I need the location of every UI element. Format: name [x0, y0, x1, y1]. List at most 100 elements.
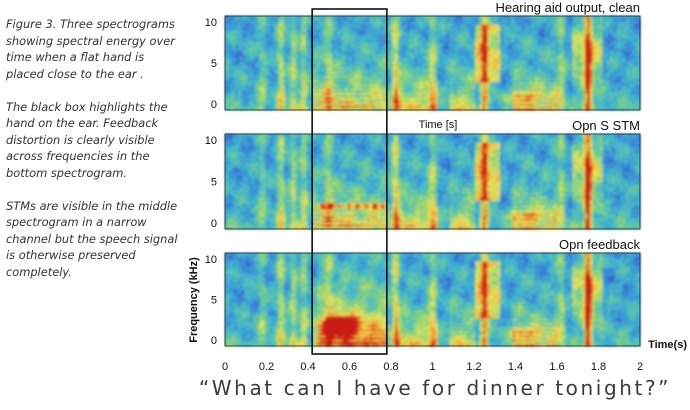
spectrogram-cell	[295, 24, 299, 28]
spectrogram-cell	[275, 80, 279, 83]
spectrogram-cell	[242, 71, 246, 75]
spectrogram-cell	[260, 77, 264, 81]
spectrogram-cell	[297, 67, 301, 71]
spectrogram-cell	[297, 84, 301, 88]
spectrogram-cell	[262, 58, 266, 62]
spectrogram-cell	[300, 35, 304, 38]
spectrogram-cell	[290, 60, 294, 64]
spectrogram-cell	[272, 22, 276, 26]
spectrogram-cell	[277, 80, 281, 83]
spectrogram-cell	[287, 80, 291, 83]
spectrogram-cell	[225, 101, 229, 105]
spectrogram-cell	[297, 28, 301, 32]
spectrogram-cell	[250, 63, 254, 66]
spectrogram-cell	[297, 33, 301, 36]
spectrogram-cell	[262, 39, 266, 43]
spectrogram-cell	[250, 56, 254, 60]
spectrogram-cell	[297, 50, 301, 53]
spectrogram-cell	[257, 60, 261, 64]
spectrogram-cell	[242, 103, 246, 107]
spectrogram-cell	[287, 73, 291, 77]
spectrogram-cell	[225, 75, 229, 79]
spectrogram-cell	[267, 48, 271, 51]
figure-caption: Figure 3. Three spectrograms showing spe…	[6, 16, 184, 297]
spectrogram-cell	[265, 99, 269, 103]
spectrogram-cell	[297, 39, 301, 43]
spectrogram-cell	[232, 26, 236, 30]
spectrogram-cell	[250, 37, 254, 41]
spectrogram-cell	[272, 50, 276, 53]
spectrogram-cell	[255, 35, 259, 38]
spectrogram-cell	[275, 37, 279, 41]
spectrogram-cell	[235, 71, 239, 75]
spectrogram-cell	[227, 80, 231, 83]
spectrogram-cell	[245, 24, 249, 28]
spectrogram-cell	[285, 45, 289, 49]
spectrogram-cell	[272, 73, 276, 77]
spectrogram-cell	[235, 37, 239, 41]
spectrogram-cell	[265, 92, 269, 96]
spectrogram-cell	[252, 80, 256, 83]
spectrogram-cell	[280, 60, 284, 64]
spectrogram-cell	[225, 39, 229, 43]
spectrogram-cell	[280, 35, 284, 38]
spectrogram-cell	[285, 50, 289, 53]
spectrogram-cell	[230, 107, 234, 111]
spectrogram-cell	[257, 82, 261, 85]
spectrogram-cell	[230, 63, 234, 66]
spectrogram-cell	[255, 43, 259, 47]
spectrogram-cell	[272, 99, 276, 103]
spectrogram-cell	[230, 58, 234, 62]
spectrogram-cell	[225, 41, 229, 45]
spectrogram-cell	[272, 88, 276, 92]
spectrogram-cell	[235, 43, 239, 47]
spectrogram-cell	[242, 99, 246, 103]
spectrogram-cell	[227, 73, 231, 77]
spectrogram-cell	[240, 24, 244, 28]
spectrogram-cell	[242, 97, 246, 100]
spectrogram-cell	[287, 71, 291, 75]
spectrogram-cell	[287, 30, 291, 34]
spectrogram-cell	[295, 35, 299, 38]
spectrogram-cell	[285, 92, 289, 96]
spectrogram-cell	[267, 92, 271, 96]
spectrogram-cell	[295, 60, 299, 64]
spectrogram-cell	[262, 84, 266, 88]
spectrogram-cell	[227, 99, 231, 103]
spectrogram-cell	[230, 18, 234, 21]
spectrogram-cell	[260, 16, 264, 19]
spectrogram-cell	[292, 75, 296, 79]
spectrogram-cell	[235, 103, 239, 107]
spectrogram-cell	[237, 60, 241, 64]
spectrogram-cell	[282, 80, 286, 83]
spectrogram-cell	[267, 90, 271, 94]
spectrogram-cell	[257, 54, 261, 58]
spectrogram-cell	[247, 88, 251, 92]
spectrogram-cell	[290, 18, 294, 21]
spectrogram-cell	[280, 63, 284, 66]
spectrogram-cell	[247, 95, 251, 98]
spectrogram-cell	[267, 88, 271, 92]
spectrogram-cell	[277, 43, 281, 47]
spectrogram-cell	[255, 45, 259, 49]
spectrogram-cell	[242, 105, 246, 109]
spectrogram-cell	[250, 69, 254, 73]
spectrogram-cell	[252, 16, 256, 19]
spectrogram-cell	[287, 84, 291, 88]
spectrogram-cell	[247, 69, 251, 73]
spectrogram-cell	[247, 41, 251, 45]
spectrogram-cell	[285, 58, 289, 62]
spectrogram-cell	[232, 56, 236, 60]
spectrogram-cell	[245, 30, 249, 34]
spectrogram-cell	[290, 105, 294, 109]
spectrogram-cell	[297, 107, 301, 111]
spectrogram-cell	[237, 22, 241, 26]
spectrogram-cell	[255, 71, 259, 75]
spectrogram-cell	[225, 35, 229, 38]
spectrogram-cell	[247, 65, 251, 68]
spectrogram-cell	[257, 24, 261, 28]
spectrogram-cell	[265, 52, 269, 56]
spectrogram-cell	[275, 58, 279, 62]
spectrogram-cell	[240, 80, 244, 83]
spectrogram-cell	[260, 67, 264, 71]
